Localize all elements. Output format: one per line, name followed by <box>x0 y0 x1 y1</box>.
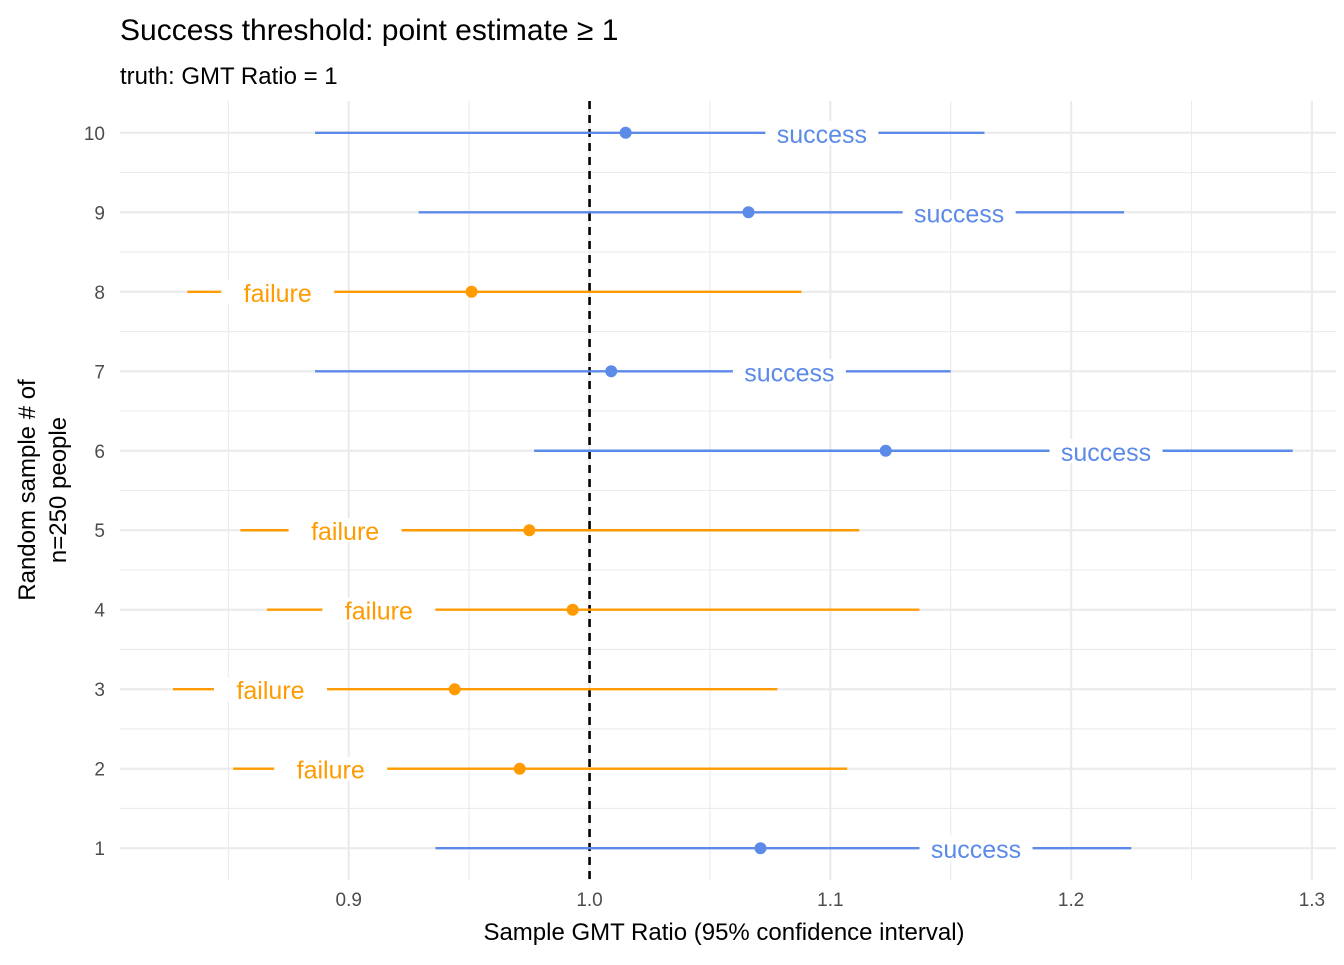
data-label-background <box>322 597 436 622</box>
chart-subtitle: truth: GMT Ratio = 1 <box>120 63 338 90</box>
y-tick-label: 7 <box>94 362 105 383</box>
y-tick-label: 3 <box>94 680 105 701</box>
x-tick-label: 1.1 <box>817 890 843 911</box>
data-label-sample-4: failure <box>345 598 413 626</box>
data-label-sample-2: failure <box>297 757 365 785</box>
data-label-sample-5: failure <box>311 518 379 546</box>
data-label-sample-6: success <box>1061 439 1151 467</box>
point-estimate-sample-8 <box>465 285 478 298</box>
data-label-background <box>1049 438 1163 463</box>
x-tick-label: 0.9 <box>336 890 362 911</box>
data-label-sample-10: success <box>777 121 867 149</box>
point-estimate-sample-1 <box>754 842 767 855</box>
chart-title: Success threshold: point estimate ≥ 1 <box>120 14 618 47</box>
data-label-background <box>902 200 1016 225</box>
data-label-background <box>919 836 1033 861</box>
axis-labels: 0.9 1.0 1.1 1.2 1.3 1 2 3 4 5 6 7 8 9 10 <box>84 124 1325 911</box>
data-label-background <box>221 279 335 304</box>
point-estimate-sample-2 <box>513 762 526 775</box>
data-label-background <box>274 756 388 781</box>
point-estimate-sample-9 <box>742 206 755 219</box>
y-axis-title-line-1: Random sample # of <box>14 379 41 601</box>
data-label-sample-1: success <box>931 836 1021 864</box>
y-tick-label: 4 <box>94 601 105 622</box>
point-estimate-sample-10 <box>619 126 632 139</box>
data-label-background <box>213 677 327 702</box>
point-estimate-sample-7 <box>605 365 618 378</box>
data-label-sample-7: success <box>744 359 834 387</box>
data-label-background <box>732 359 846 384</box>
data-label-sample-9: success <box>914 200 1004 228</box>
point-estimate-sample-6 <box>879 444 892 457</box>
point-estimate-sample-5 <box>523 524 536 537</box>
y-tick-label: 5 <box>94 521 105 542</box>
y-axis-title-line-2: n=250 people <box>45 417 72 563</box>
y-tick-label: 9 <box>94 203 105 224</box>
data-label-sample-8: failure <box>244 280 312 308</box>
data-label-background <box>288 518 402 543</box>
data-marks: success failure failure failure failure succe… <box>172 120 1293 864</box>
y-tick-label: 2 <box>94 760 105 781</box>
x-tick-label: 1.0 <box>576 890 602 911</box>
y-tick-label: 6 <box>94 442 105 463</box>
y-tick-label: 8 <box>94 283 105 304</box>
point-estimate-sample-3 <box>448 683 461 696</box>
y-tick-label: 1 <box>94 839 105 860</box>
point-estimate-sample-4 <box>566 603 579 616</box>
x-axis-title: Sample GMT Ratio (95% confidence interva… <box>483 919 964 946</box>
x-tick-label: 1.3 <box>1299 890 1325 911</box>
y-tick-label: 10 <box>84 124 105 145</box>
data-label-sample-3: failure <box>236 677 304 705</box>
x-tick-label: 1.2 <box>1058 890 1084 911</box>
data-label-background <box>765 120 879 145</box>
